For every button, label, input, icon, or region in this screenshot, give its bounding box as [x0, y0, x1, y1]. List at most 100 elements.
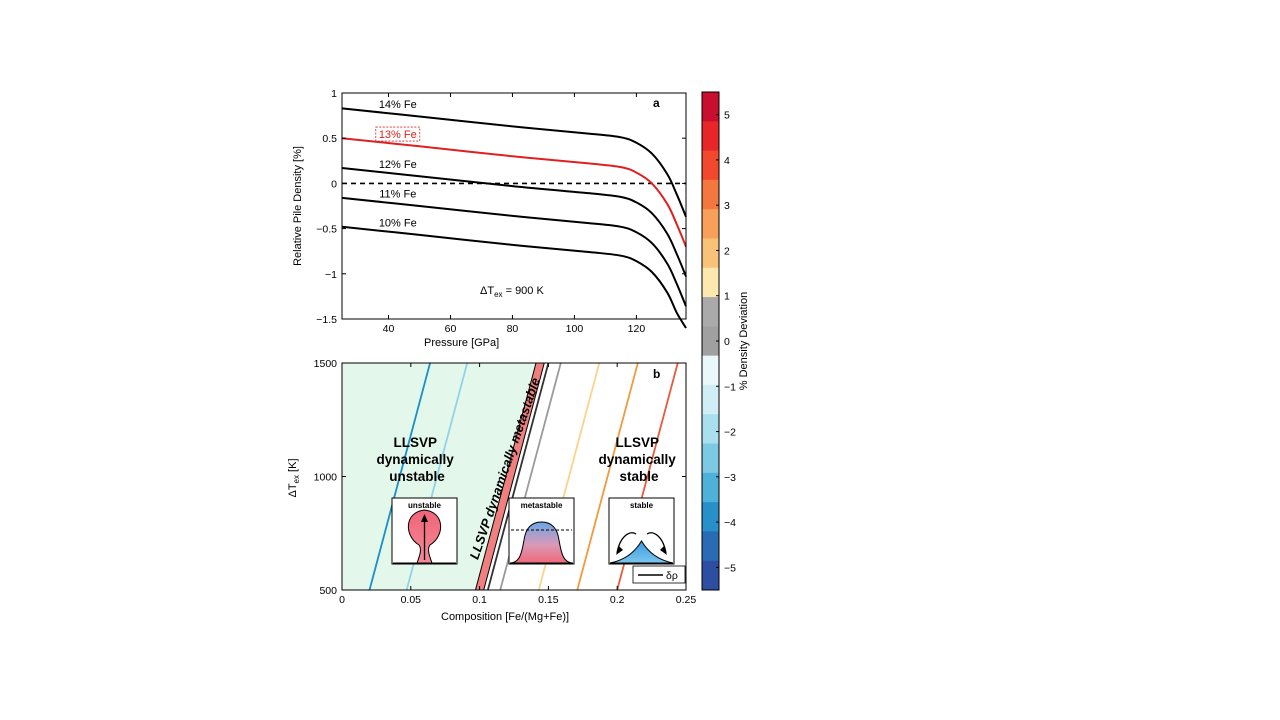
metastable-inset-title: metastable	[521, 501, 563, 510]
temperature-annotation-sub: ex	[494, 290, 502, 299]
delta-rho-legend: δρ	[632, 565, 686, 584]
panel-b: 0 0.05 0.1 0.15 0.2 0.25 500 1000 1500 b LLSVP d…	[287, 358, 696, 623]
series-label-14-fe: 14% Fe	[379, 99, 417, 111]
stable-label-line-1: LLSVP	[615, 435, 659, 450]
panel-b-ylabel-unit: [K]	[287, 458, 299, 475]
legend-label: δρ	[666, 570, 678, 582]
colorbar-tick-label: −1	[724, 381, 736, 393]
colorbar-tick-label: 3	[724, 200, 730, 212]
colorbar-bin	[702, 326, 719, 357]
panel-b-letter: b	[653, 367, 660, 381]
colorbar-tick-label: −4	[724, 517, 736, 529]
stable-inset: stable	[608, 497, 675, 565]
colorbar-bin	[702, 121, 719, 152]
colorbar-bin	[702, 443, 719, 474]
colorbar-tick-label: 4	[724, 155, 730, 167]
upward-arrow-icon	[421, 514, 428, 522]
series-line-13-fe	[341, 137, 687, 248]
temperature-annotation: ΔTex = 900 K	[480, 285, 544, 299]
contour-line-6	[576, 363, 639, 590]
colorbar-bin	[702, 502, 719, 532]
x-tick-label: 40	[383, 323, 395, 335]
panel-a-frame	[341, 92, 687, 320]
colorbar-bin	[702, 267, 719, 298]
stable-region-label: LLSVP dynamically stable	[598, 435, 679, 484]
unstable-inset-title: unstable	[408, 501, 441, 510]
y-tick-label: 0.5	[322, 133, 337, 145]
series-label-10-fe: 10% Fe	[379, 218, 417, 230]
y-tick-label: 1000	[314, 472, 338, 484]
series-line-14-fe	[341, 107, 687, 218]
colorbar-bin	[702, 472, 719, 503]
temperature-annotation-rest: = 900 K	[503, 285, 545, 297]
colorbar-bin	[702, 150, 719, 181]
temperature-annotation-main: ΔT	[480, 285, 494, 297]
y-tick-label: 1500	[314, 358, 338, 370]
right-flow-arrow-curve	[646, 532, 667, 554]
stable-inset-title: stable	[630, 501, 654, 510]
x-tick-label: 80	[507, 323, 519, 335]
series-line-12-fe	[341, 167, 687, 277]
y-tick-label: −0.5	[316, 224, 337, 236]
colorbar-bin	[702, 531, 719, 562]
colorbar-bin	[702, 414, 719, 445]
metastable-band	[474, 363, 545, 590]
x-tick-label: 0	[339, 594, 345, 606]
stable-label-line-2: dynamically	[598, 452, 676, 467]
colorbar-bin	[702, 384, 719, 415]
panel-b-xlabel: Composition [Fe/(Mg+Fe)]	[441, 611, 569, 623]
panel-a-series: 14% Fe 13% Fe 12% Fe 11% Fe 10% Fe	[341, 99, 687, 329]
y-tick-label: 500	[319, 585, 337, 597]
panel-b-frame	[341, 362, 687, 591]
colorbar-bin	[702, 92, 719, 122]
y-tick-label: 0	[331, 178, 337, 190]
colorbar-tick-label: 2	[724, 245, 730, 257]
unstable-inset: unstable	[391, 497, 458, 565]
colorbar-bin	[702, 238, 719, 269]
x-tick-label: 60	[445, 323, 457, 335]
panel-a-letter: a	[653, 96, 660, 110]
panel-b-ylabel: ΔTex [K]	[287, 458, 301, 497]
stagnant-pile-shape	[509, 521, 574, 564]
series-line-10-fe	[341, 225, 687, 329]
x-tick-label: 0.15	[538, 594, 559, 606]
colorbar-tick-label: 5	[724, 110, 730, 122]
series-line-11-fe	[341, 196, 687, 307]
unstable-region-label: LLSVP dynamically unstable	[376, 435, 457, 484]
panel-b-ylabel-sub: ex	[292, 475, 301, 483]
panel-a-ticks: 40 60 80 100 120 1 0.5 0 −0.5 −1 −1.5	[316, 88, 686, 335]
colorbar-bin	[702, 560, 719, 591]
x-tick-label: 0.1	[472, 594, 487, 606]
panel-a-ylabel: Relative Pile Density [%]	[292, 146, 304, 266]
colorbar-bin	[702, 355, 719, 386]
x-tick-label: 100	[566, 323, 584, 335]
panel-b-ticks: 0 0.05 0.1 0.15 0.2 0.25 500 1000 1500	[314, 358, 697, 606]
colorbar-bin	[702, 297, 719, 327]
unstable-label-line-1: LLSVP	[393, 435, 437, 450]
series-label-12-fe: 12% Fe	[379, 159, 417, 171]
stable-label-line-3: stable	[619, 469, 659, 484]
unstable-region	[342, 363, 537, 590]
colorbar-bin	[702, 209, 719, 239]
series-label-13-fe: 13% Fe	[379, 129, 417, 141]
right-flow-arrow-icon	[660, 546, 667, 555]
panel-a-xlabel: Pressure [GPa]	[424, 337, 499, 349]
colorbar-bin	[702, 179, 719, 210]
colorbar-tick-label: 0	[724, 336, 730, 348]
colorbar-tick-label: −2	[724, 427, 736, 439]
colorbar: 5 4 3 2 1 0 −1 −2 −3 −4 −5 % Density Deviation	[701, 91, 750, 591]
colorbar-tick-label: −3	[724, 472, 736, 484]
colorbar-label: % Density Deviation	[738, 292, 750, 390]
colorbar-bins	[702, 92, 719, 591]
x-tick-label: 120	[628, 323, 646, 335]
x-tick-label: 0.25	[676, 594, 697, 606]
left-flow-arrow-icon	[616, 546, 623, 555]
left-flow-arrow-curve	[616, 532, 637, 554]
dense-pile-shape	[609, 540, 674, 564]
unstable-label-line-2: dynamically	[376, 452, 454, 467]
metastable-inset: metastable	[508, 497, 575, 565]
unstable-label-line-3: unstable	[389, 469, 445, 484]
series-label-box	[375, 126, 421, 142]
